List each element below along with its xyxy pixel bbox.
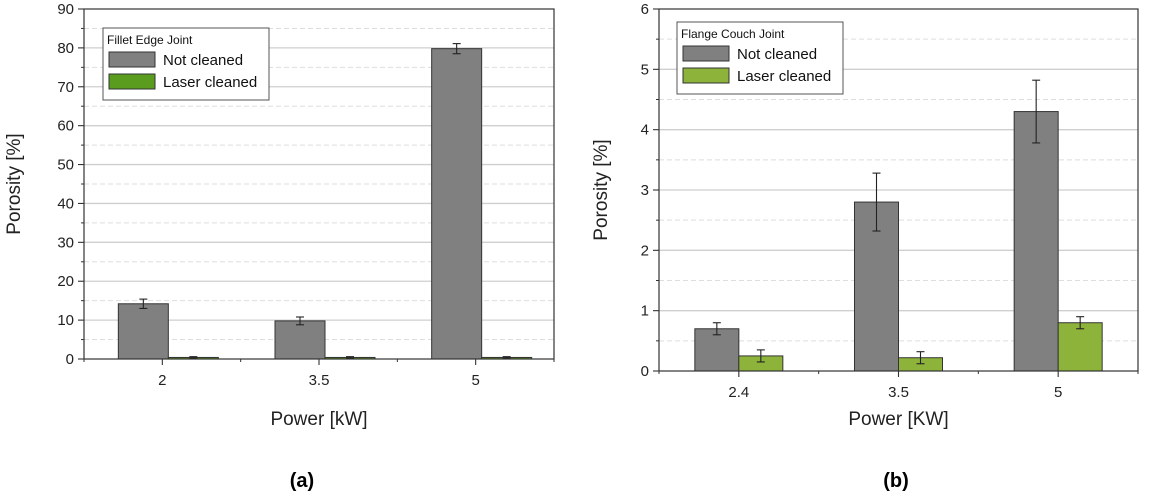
- figure-caption: (b): [883, 470, 909, 492]
- legend: Flange Couch Joint Not cleaned Laser clean…: [676, 21, 844, 95]
- x-tick-label: 2.4: [728, 384, 749, 401]
- x-tick-label: 3.5: [309, 372, 330, 389]
- y-tick-label: 80: [57, 40, 74, 57]
- y-axis-label: Porosity [%]: [591, 139, 612, 240]
- y-tick-label: 50: [57, 157, 74, 174]
- y-tick-label: 2: [641, 242, 649, 259]
- x-axis-label: Power [KW]: [848, 409, 948, 430]
- y-tick-label: 1: [641, 303, 649, 320]
- bar-not-cleaned: [431, 48, 483, 360]
- y-tick-label: 60: [57, 118, 74, 135]
- legend-swatch: [682, 45, 730, 62]
- bar-not-cleaned: [274, 320, 326, 360]
- legend-label: Not cleaned: [737, 46, 817, 63]
- y-tick-label: 20: [57, 273, 74, 290]
- legend-swatch: [108, 51, 156, 68]
- x-tick-label: 3.5: [888, 384, 909, 401]
- y-tick-label: 40: [57, 195, 74, 212]
- legend-label: Not cleaned: [163, 52, 243, 69]
- y-tick-label: 5: [641, 61, 649, 78]
- chart-a: 0 10 20 30 40 50 60 70 80 90 2 3.5 5 Power [kW] Porosi…: [4, 1, 555, 492]
- legend-label: Laser cleaned: [737, 68, 831, 85]
- bar-not-cleaned: [117, 303, 169, 360]
- x-tick-label: 2: [158, 372, 166, 389]
- legend-title: Fillet Edge Joint: [107, 33, 193, 47]
- y-tick-label: 30: [57, 234, 74, 251]
- bar-not-cleaned: [1013, 111, 1059, 372]
- y-tick-label: 6: [641, 1, 649, 18]
- y-tick-label: 0: [641, 363, 649, 380]
- x-tick-label: 5: [471, 372, 479, 389]
- legend: Fillet Edge Joint Not cleaned Laser cleane…: [102, 27, 270, 101]
- legend-label: Laser cleaned: [163, 74, 257, 91]
- x-axis-label: Power [kW]: [270, 409, 367, 430]
- y-tick-label: 3: [641, 182, 649, 199]
- legend-title: Flange Couch Joint: [681, 27, 785, 41]
- y-tick-label: 4: [641, 122, 649, 139]
- y-axis-label: Porosity [%]: [4, 133, 25, 234]
- x-tick-label: 5: [1054, 384, 1062, 401]
- bar-not-cleaned: [694, 328, 740, 372]
- legend-swatch: [108, 73, 156, 90]
- bar-laser-cleaned: [1057, 322, 1103, 372]
- legend-swatch: [682, 67, 730, 84]
- y-tick-label: 10: [57, 312, 74, 329]
- y-tick-label: 90: [57, 1, 74, 18]
- figure-caption: (a): [290, 470, 314, 492]
- chart-b: 0 1 2 3 4 5 6 2.4 3.5 5 Power [KW] Porosity [%] Flan…: [591, 1, 1139, 492]
- y-tick-label: 0: [66, 351, 74, 368]
- y-tick-label: 70: [57, 79, 74, 96]
